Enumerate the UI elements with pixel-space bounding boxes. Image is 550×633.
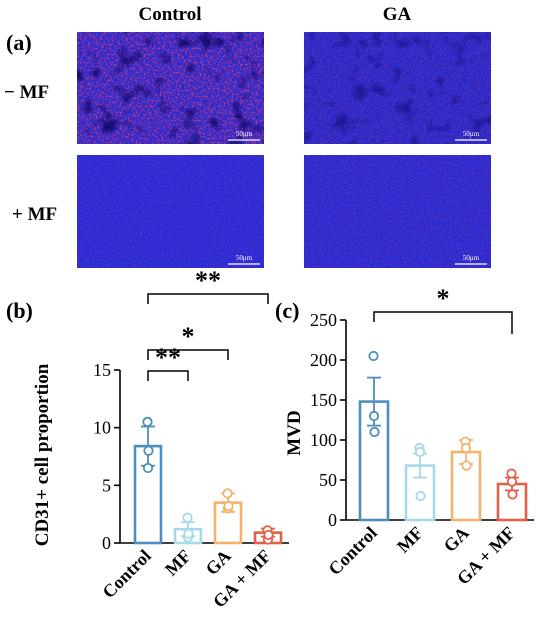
y-axis-label: MVD [284,410,305,455]
category-label: MF [393,523,427,557]
significance-bracket [147,370,189,381]
data-point [223,500,234,512]
data-point [182,512,193,523]
significance-bracket [373,311,513,334]
micrograph-ga-plus-mf: 50μm [304,155,491,268]
data-point [143,445,154,456]
y-tick-label: 200 [310,350,337,370]
panel-b-label: (b) [6,298,33,323]
panel-a: (a) Control GA − MF + MF 50μm 50μm 50μm [4,4,491,268]
y-axis-label: CD31+ cell proportion [32,363,53,546]
panel-a-label: (a) [6,30,32,55]
column-label-control: Control [139,4,202,25]
row-label-minus-mf: − MF [4,82,49,103]
significance-bracket [147,293,269,304]
y-tick-label: 100 [310,430,337,450]
data-point [507,489,518,500]
micrograph-control-plus-mf: 50μm [77,155,264,268]
data-point [460,442,472,454]
micrograph-ga-minus-mf: 50μm [304,32,491,144]
y-tick-label: 10 [93,418,111,438]
significance-label: ** [195,266,221,295]
significance-bracket [147,349,229,360]
data-point [263,529,274,541]
y-tick-label: 15 [93,360,111,380]
category-label: Control [324,523,380,579]
category-label: GA [202,546,235,579]
data-point [183,528,194,539]
micrograph-control-minus-mf: 50μm [77,32,264,144]
data-point [368,350,379,362]
y-tick-label: 50 [319,470,337,490]
scale-bar-label: 50μm [463,254,480,262]
y-tick-label: 150 [310,390,337,410]
panel-c-label: (c) [275,298,299,323]
category-label: MF [161,546,195,580]
data-point [142,462,154,474]
significance-label: * [437,284,450,313]
data-point [142,416,153,427]
data-point [414,446,426,458]
data-point [415,490,426,502]
chart-b: (b) CD31+ cell proportion 0 5 10 15 Control M… [6,266,289,612]
y-tick-label: 250 [310,310,337,330]
significance-label: * [182,322,195,351]
column-label-ga: GA [383,4,412,25]
data-point [368,410,380,422]
scale-bar-label: 50μm [236,130,253,138]
y-tick-label: 0 [102,533,111,553]
y-tick-label: 5 [102,475,111,495]
data-point [461,460,472,471]
category-label: GA [440,523,473,556]
scale-bar-label: 50μm [463,130,480,138]
data-point [506,476,518,487]
y-tick-label: 0 [328,510,337,530]
data-point [369,426,380,438]
significance-label: ** [155,343,181,372]
row-label-plus-mf: + MF [12,204,57,225]
scale-bar-label: 50μm [236,254,253,262]
data-point [222,488,233,499]
category-label: Control [98,546,154,602]
